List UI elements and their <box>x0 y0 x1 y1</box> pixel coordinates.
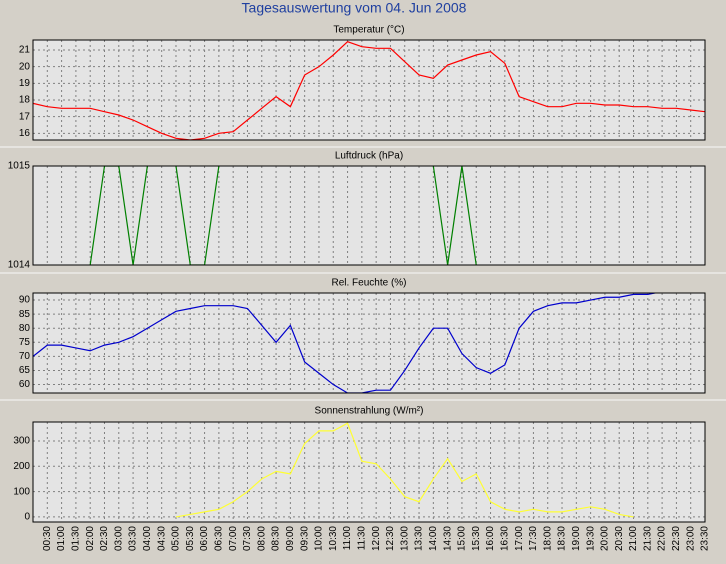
x-tick-label: 18:30 <box>557 526 568 551</box>
y-tick-label: 18 <box>19 95 31 106</box>
y-tick-label: 60 <box>19 379 31 390</box>
x-tick-label: 21:30 <box>642 526 653 551</box>
plot <box>175 422 634 518</box>
y-tick-label: 1015 <box>8 161 31 172</box>
y-tick-label: 70 <box>19 351 31 362</box>
y-tick-label: 75 <box>19 337 31 348</box>
x-tick-label: 03:00 <box>113 526 124 551</box>
plot-area <box>33 422 705 522</box>
plot-border <box>32 39 706 141</box>
x-tick-label: 05:00 <box>171 526 182 551</box>
y-tick-label: 200 <box>13 461 30 472</box>
main-title: Tagesauswertung vom 04. Jun 2008 <box>242 0 467 16</box>
y-tick-label: 85 <box>19 309 31 320</box>
x-tick-label: 22:00 <box>657 526 668 551</box>
x-tick-label: 18:00 <box>542 526 553 551</box>
x-tick-label: 02:00 <box>85 526 96 551</box>
x-tick-label: 10:30 <box>328 526 339 551</box>
panel-title: Sonnenstrahlung (W/m²) <box>315 406 424 417</box>
plot-area <box>33 293 705 393</box>
y-tick-label: 19 <box>19 78 31 89</box>
data-line <box>89 166 477 265</box>
x-tick-label: 23:30 <box>700 526 711 551</box>
data-line <box>175 422 634 518</box>
panel-title: Rel. Feuchte (%) <box>331 278 406 289</box>
plot-area <box>33 40 705 140</box>
x-tick-label: 00:30 <box>42 526 53 551</box>
x-tick-label: 21:00 <box>628 526 639 551</box>
plot <box>33 293 659 393</box>
panel-title: Luftdruck (hPa) <box>335 151 403 162</box>
x-tick-label: 14:30 <box>442 526 453 551</box>
x-tick-label: 12:30 <box>385 526 396 551</box>
x-tick-label: 11:00 <box>342 526 353 551</box>
x-tick-label: 05:30 <box>185 526 196 551</box>
y-tick-label: 16 <box>19 128 31 139</box>
x-tick-label: 14:00 <box>428 526 439 551</box>
x-tick-label: 15:30 <box>471 526 482 551</box>
y-tick-label: 90 <box>19 295 31 306</box>
x-tick-label: 17:30 <box>528 526 539 551</box>
plot <box>33 40 705 140</box>
x-tick-label: 02:30 <box>99 526 110 551</box>
plot-border <box>32 421 706 523</box>
x-tick-label: 09:30 <box>299 526 310 551</box>
y-tick-label: 100 <box>13 486 30 497</box>
x-tick-label: 06:30 <box>214 526 225 551</box>
x-tick-label: 15:00 <box>457 526 468 551</box>
x-tick-label: 01:30 <box>71 526 82 551</box>
x-tick-label: 12:00 <box>371 526 382 551</box>
x-tick-label: 20:00 <box>600 526 611 551</box>
x-tick-label: 08:30 <box>271 526 282 551</box>
x-tick-label: 23:00 <box>685 526 696 551</box>
y-tick-label: 20 <box>19 61 31 72</box>
x-tick-label: 03:30 <box>128 526 139 551</box>
x-tick-label: 09:00 <box>285 526 296 551</box>
panel-title: Temperatur (°C) <box>333 25 404 36</box>
x-tick-label: 07:00 <box>228 526 239 551</box>
x-tick-label: 04:30 <box>156 526 167 551</box>
y-tick-label: 1014 <box>8 260 31 271</box>
x-tick-label: 16:00 <box>485 526 496 551</box>
x-tick-label: 01:00 <box>56 526 67 551</box>
y-tick-label: 0 <box>24 512 30 523</box>
plot-area <box>33 166 705 265</box>
y-tick-label: 80 <box>19 323 31 334</box>
data-line <box>33 293 659 393</box>
y-tick-label: 17 <box>19 111 31 122</box>
x-tick-label: 19:30 <box>585 526 596 551</box>
x-tick-label: 13:00 <box>399 526 410 551</box>
x-tick-label: 06:00 <box>199 526 210 551</box>
y-tick-label: 21 <box>19 45 31 56</box>
x-tick-label: 22:30 <box>671 526 682 551</box>
x-tick-label: 17:00 <box>514 526 525 551</box>
plot <box>89 166 477 265</box>
y-tick-label: 65 <box>19 365 31 376</box>
x-tick-label: 11:30 <box>356 526 367 551</box>
x-tick-label: 10:00 <box>314 526 325 551</box>
plot-border <box>32 165 706 266</box>
data-line <box>33 40 705 140</box>
x-tick-label: 16:30 <box>499 526 510 551</box>
y-tick-label: 300 <box>13 436 30 447</box>
x-tick-label: 07:30 <box>242 526 253 551</box>
x-tick-label: 13:30 <box>414 526 425 551</box>
plot-border <box>32 292 706 394</box>
x-tick-label: 20:30 <box>614 526 625 551</box>
x-tick-label: 19:00 <box>571 526 582 551</box>
x-tick-label: 04:00 <box>142 526 153 551</box>
x-tick-label: 08:00 <box>256 526 267 551</box>
